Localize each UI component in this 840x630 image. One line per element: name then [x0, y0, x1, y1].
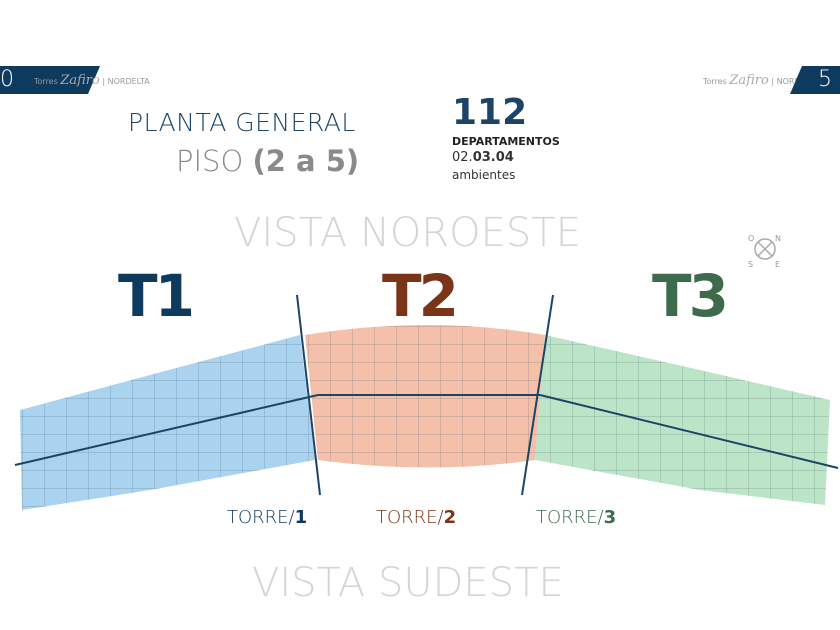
- plan-title: PLANTA GENERAL: [128, 108, 356, 137]
- unit-types: 02.03.04: [452, 150, 514, 165]
- tower-1-plan: [20, 335, 315, 510]
- svg-text:O: O: [748, 234, 754, 243]
- tower-2-plan: [305, 325, 545, 468]
- svg-text:E: E: [775, 260, 780, 269]
- brand-logo-left: Torres Zafiro | NORDELTA: [34, 73, 150, 88]
- page-number-text: 5: [818, 67, 832, 92]
- tower-3-label: TORRE/3: [536, 507, 617, 528]
- brand-logo-right: Torres Zafiro | NORDELTA: [703, 73, 819, 88]
- tower-3-plan: [535, 335, 830, 505]
- unit-label: DEPARTAMENTOS: [452, 135, 560, 148]
- view-southeast: VISTA SUDESTE: [252, 560, 564, 606]
- svg-text:N: N: [775, 234, 781, 243]
- page-number-text: 0: [0, 67, 14, 92]
- unit-count: 112: [452, 92, 528, 133]
- floor-plan: [14, 294, 839, 510]
- page-number-left: 0: [0, 66, 100, 94]
- tower-1-label: TORRE/1: [227, 507, 308, 528]
- floor-title: PISO (2 a 5): [176, 144, 360, 178]
- svg-text:S: S: [748, 260, 753, 269]
- view-northwest: VISTA NOROESTE: [234, 210, 582, 256]
- tower-1-heading: T1: [118, 262, 195, 330]
- tower-2-heading: T2: [382, 262, 459, 330]
- tower-2-label: TORRE/2: [376, 507, 457, 528]
- page-number-right: 5: [790, 66, 840, 94]
- compass-icon: N O S E: [748, 234, 781, 269]
- tower-3-heading: T3: [652, 262, 729, 330]
- unit-types-label: ambientes: [452, 168, 516, 182]
